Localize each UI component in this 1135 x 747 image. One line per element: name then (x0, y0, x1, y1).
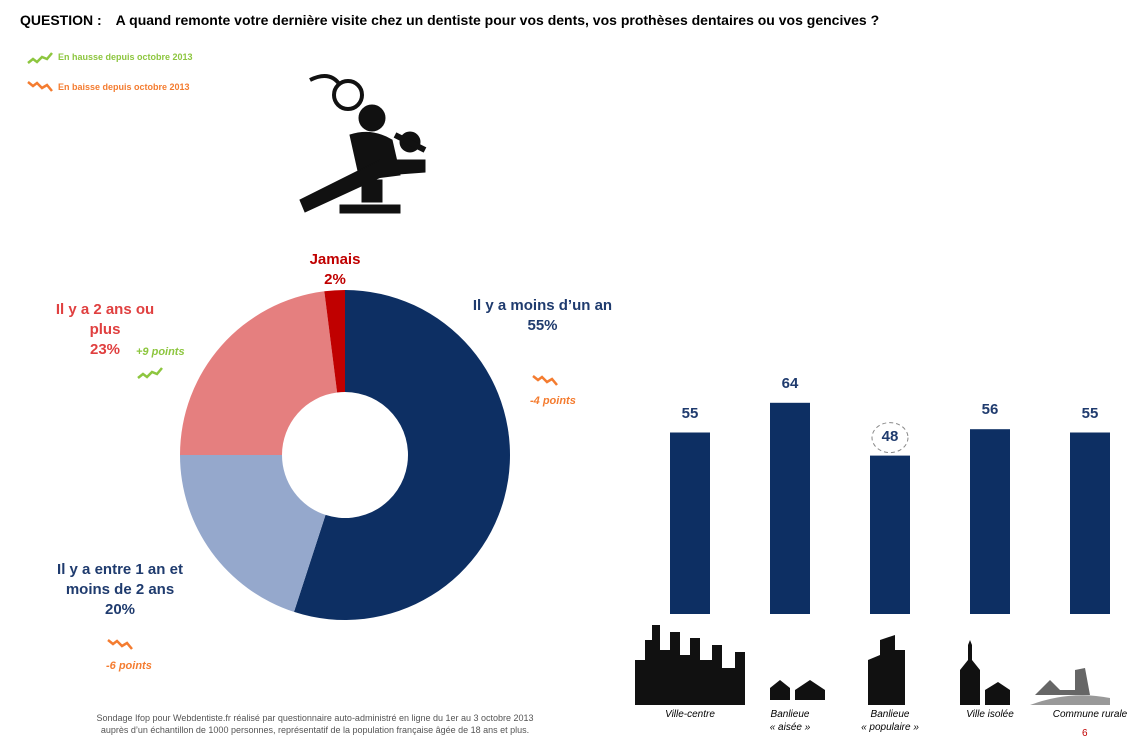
change-label: -4 points (530, 395, 576, 407)
dentist-icon (300, 76, 425, 213)
bar (1070, 433, 1110, 615)
bar (770, 403, 810, 614)
footer-line: auprès d’un échantillon de 1000 personne… (10, 724, 620, 736)
slice-value: 20% (40, 600, 200, 620)
bar (670, 433, 710, 615)
question-label: QUESTION : (20, 12, 102, 28)
page: {"header": {"question_label": "QUESTION … (0, 0, 1135, 747)
page-number: 6 (1082, 728, 1088, 739)
change-label: +9 points (136, 346, 185, 358)
slice-value: 55% (470, 316, 615, 336)
slice-category: Il y a moins d’un an (470, 296, 615, 316)
bar-value-label: 55 (660, 405, 720, 422)
slice-value: 2% (295, 270, 375, 290)
category-line: Ville isolée (940, 708, 1040, 721)
category-line: « aisée » (740, 721, 840, 734)
slice-category: Il y a entre 1 an et moins de 2 ans (40, 560, 200, 600)
category-line: « populaire » (840, 721, 940, 734)
trend-icon (28, 82, 52, 91)
pie-slice (180, 291, 337, 455)
slice-category: Jamais (295, 250, 375, 270)
bar-value-label: 48 (860, 428, 920, 445)
category-line: Ville-centre (640, 708, 740, 721)
bar (970, 429, 1010, 614)
change-label: -6 points (106, 660, 152, 672)
question: QUESTION : A quand remonte votre dernière… (20, 12, 879, 28)
bar (870, 456, 910, 614)
place-icons (635, 625, 1110, 705)
trend-icon (108, 640, 132, 649)
x-category-label: Ville-centre (640, 708, 740, 721)
x-category-label: Banlieue« aisée » (740, 708, 840, 734)
x-category-label: Ville isolée (940, 708, 1040, 721)
bar-value-label: 56 (960, 401, 1020, 418)
chart-canvas (0, 0, 1135, 747)
question-text: A quand remonte votre dernière visite ch… (116, 12, 879, 28)
legend-entry: En baisse depuis octobre 2013 (58, 82, 190, 92)
category-line: Banlieue (740, 708, 840, 721)
footer-note: Sondage Ifop pour Webdentiste.fr réalisé… (10, 712, 620, 736)
trend-icon (533, 376, 557, 385)
bar-value-label: 64 (760, 375, 820, 392)
bar-value-label: 55 (1060, 405, 1120, 422)
trend-icon (28, 53, 52, 63)
category-line: Banlieue (840, 708, 940, 721)
x-category-label: Commune rurale (1040, 708, 1135, 721)
footer-line: Sondage Ifop pour Webdentiste.fr réalisé… (10, 712, 620, 724)
category-line: Commune rurale (1040, 708, 1135, 721)
legend-entry: En hausse depuis octobre 2013 (58, 52, 193, 62)
x-category-label: Banlieue« populaire » (840, 708, 940, 734)
slice-category: Il y a 2 ans ou plus (40, 300, 170, 340)
trend-icon (138, 368, 162, 378)
